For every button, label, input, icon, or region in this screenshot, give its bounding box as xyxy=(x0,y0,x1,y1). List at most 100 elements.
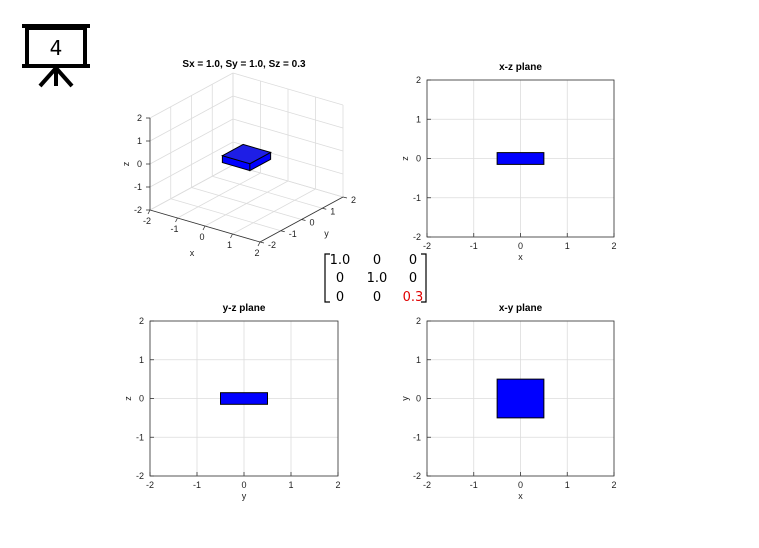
projected-rect xyxy=(496,152,545,165)
x-axis-label: x xyxy=(518,252,523,262)
x-tick-label: 1 xyxy=(565,241,570,251)
wall-yz-grid-line-z xyxy=(149,72,234,119)
chart-title: x-y plane xyxy=(499,303,543,314)
y-tick-label: 0 xyxy=(139,394,144,404)
chart-title: y-z plane xyxy=(223,303,266,314)
x-tick-label: 0 xyxy=(241,480,246,490)
floor-grid-line-y xyxy=(191,187,302,220)
y-tick-label: 0 xyxy=(416,394,421,404)
x-axis-label: x xyxy=(190,248,195,258)
y-tick-label: -2 xyxy=(413,232,421,242)
x-axis-label: y xyxy=(242,491,247,501)
y-tick-mark xyxy=(301,219,306,221)
wall-yz-grid-line-z xyxy=(149,164,234,211)
x-tick-mark xyxy=(230,233,233,239)
axes-xy-plane: -2 -1 0 1 2 -2 -1 0 1 2 x-y plane x y xyxy=(400,303,617,501)
y-tick-label: -1 xyxy=(413,432,421,442)
y-tick-label: -2 xyxy=(268,240,276,250)
y-tick-label: -1 xyxy=(413,193,421,203)
projected-rect xyxy=(220,392,268,405)
y-axis-label: z xyxy=(123,396,133,401)
scaling-matrix: 1.0 0 0 0 1.0 0 0 0 0.3 xyxy=(324,253,427,305)
x-tick-label: -2 xyxy=(423,480,431,490)
matrix-cell: 0 xyxy=(373,253,381,268)
x-tick-label: -2 xyxy=(143,216,151,226)
x-tick-label: 1 xyxy=(565,480,570,490)
chart-title: x-z plane xyxy=(499,62,542,73)
x-tick-label: 0 xyxy=(199,232,204,242)
box-top-face xyxy=(221,143,272,165)
wall-yz-grid-line-z xyxy=(149,141,234,188)
x-tick-label: 1 xyxy=(288,480,293,490)
y-axis-label: y xyxy=(400,396,410,401)
x-tick-label: -1 xyxy=(193,480,201,490)
wall-xz-grid-line-z xyxy=(232,72,344,106)
matrix-cell: 1.0 xyxy=(367,271,388,286)
y-tick-label: 2 xyxy=(139,316,144,326)
z-tick-label: -1 xyxy=(134,182,142,192)
y-axis-label: y xyxy=(324,229,329,239)
z-tick-label: 0 xyxy=(137,159,142,169)
y-tick-label: 0 xyxy=(310,218,315,228)
projected-rect xyxy=(496,378,545,419)
x-tick-label: -1 xyxy=(470,241,478,251)
x-tick-label: 2 xyxy=(335,480,340,490)
wall-yz-grid-line-z xyxy=(149,95,234,142)
x-tick-label: -2 xyxy=(146,480,154,490)
matrix-left-bracket xyxy=(324,253,330,303)
y-tick-label: 2 xyxy=(416,75,421,85)
z-axis-label: z xyxy=(121,161,131,166)
wall-yz-grid-line-z xyxy=(149,118,234,165)
z-tick-label: -2 xyxy=(134,205,142,215)
x-tick-label: -1 xyxy=(170,224,178,234)
matrix-cell: 0 xyxy=(373,290,381,305)
y-tick-label: -1 xyxy=(136,432,144,442)
matrix-right-bracket xyxy=(421,253,427,303)
chart-title: Sx = 1.0, Sy = 1.0, Sz = 0.3 xyxy=(182,59,306,70)
y-tick-mark xyxy=(259,241,265,244)
floor-grid-line-y xyxy=(170,198,281,232)
axes-frame xyxy=(426,320,615,477)
y-tick-mark xyxy=(280,230,285,233)
floor-grid-line-y xyxy=(212,175,323,209)
x-tick-mark xyxy=(202,225,206,231)
matrix-cell: 1.0 xyxy=(330,253,351,268)
matrix-cell-highlight: 0.3 xyxy=(403,290,424,305)
x-tick-mark xyxy=(257,241,261,247)
x-tick-mark xyxy=(147,209,151,215)
y-tick-label: 1 xyxy=(139,355,144,365)
axes-3d: -2 -1 0 1 2 -2 -1 0 1 2 -2 -1 0 1 2 x y z Sx = 1.0, Sy = 1… xyxy=(121,59,356,258)
axes-yz-plane: -2 -1 0 1 2 -2 -1 0 1 2 y-z plane y z xyxy=(123,303,341,501)
z-tick-label: 1 xyxy=(137,136,142,146)
x-tick-label: 0 xyxy=(518,241,523,251)
x-tick-label: 0 xyxy=(518,480,523,490)
y-tick-label: 2 xyxy=(416,316,421,326)
y-tick-label: 1 xyxy=(416,114,421,124)
y-tick-label: 1 xyxy=(416,355,421,365)
x-tick-label: 2 xyxy=(254,248,259,258)
y-tick-label: 2 xyxy=(351,195,356,205)
axes-xz-plane: -2 -1 0 1 2 -2 -1 0 1 2 x-z plane x z xyxy=(400,62,617,262)
x-tick-label: 2 xyxy=(611,480,616,490)
y-tick-label: 1 xyxy=(330,206,335,216)
x-tick-label: 1 xyxy=(227,240,232,250)
y-tick-label: 0 xyxy=(416,154,421,164)
x-tick-label: 2 xyxy=(611,241,616,251)
matrix-cell: 0 xyxy=(409,271,417,286)
wall-xz-grid-line-z xyxy=(232,118,344,152)
y-tick-mark xyxy=(322,207,327,210)
y-tick-label: -2 xyxy=(136,471,144,481)
y-tick-mark xyxy=(342,196,348,199)
y-axis-label: z xyxy=(400,156,410,161)
matrix-cell: 0 xyxy=(409,253,417,268)
matrix-cell: 0 xyxy=(336,271,344,286)
x-tick-mark xyxy=(175,217,178,223)
x-tick-label: -2 xyxy=(423,241,431,251)
y-tick-label: -1 xyxy=(289,229,297,239)
slide-number: 4 xyxy=(50,36,63,60)
projector-screen-icon[interactable]: 4 xyxy=(22,24,90,88)
axes-frame xyxy=(149,320,339,477)
x-axis-label: x xyxy=(518,491,523,501)
wall-xz-grid-line-z xyxy=(232,95,344,129)
